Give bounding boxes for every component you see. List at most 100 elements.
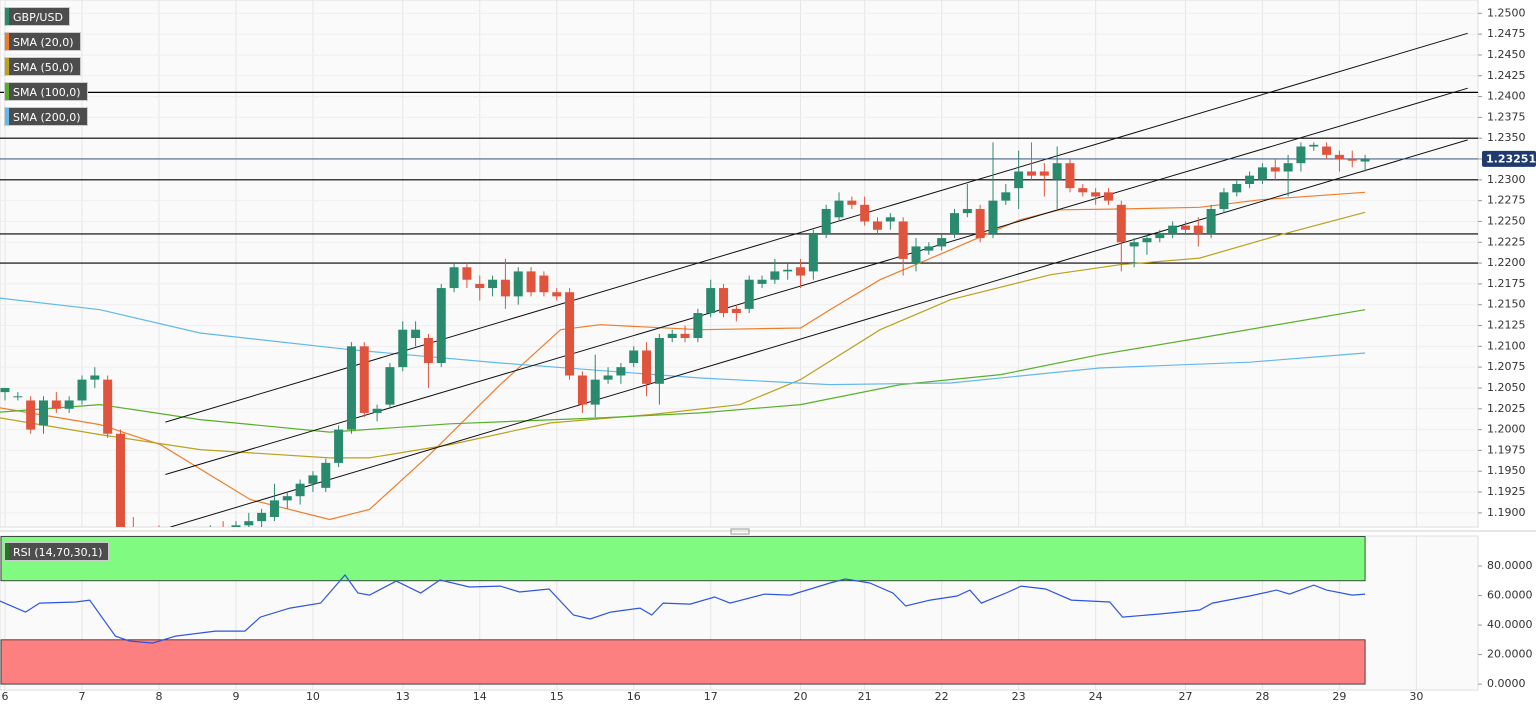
candle-body xyxy=(731,308,741,314)
legend-text: SMA (20,0) xyxy=(13,36,74,49)
candle-body xyxy=(385,367,395,405)
candle-body xyxy=(911,246,921,264)
candle-body xyxy=(873,221,883,230)
candle-body xyxy=(1155,233,1165,239)
x-tick-label: 21 xyxy=(858,690,872,703)
sma-line xyxy=(0,309,1366,433)
y-tick-label: 1.1925 xyxy=(1487,485,1526,498)
candle-body xyxy=(654,338,664,384)
candle-body xyxy=(821,208,831,234)
candle-body xyxy=(1193,225,1203,234)
x-tick-label: 23 xyxy=(1012,690,1026,703)
candle-body xyxy=(359,346,369,413)
last-price-box xyxy=(1482,150,1536,167)
y-tick-label: 1.1975 xyxy=(1487,443,1526,456)
candle-body xyxy=(257,512,267,522)
x-tick-label: 20 xyxy=(794,690,808,703)
candle-body xyxy=(770,271,780,280)
y-tick-label: 1.2100 xyxy=(1487,339,1526,352)
candle-body xyxy=(1065,163,1075,189)
candle-body xyxy=(898,221,908,259)
candle-body xyxy=(924,246,934,251)
channel-line xyxy=(165,32,1468,423)
candle-body xyxy=(0,387,10,393)
candle-body xyxy=(411,329,421,339)
legend-item[interactable]: SMA (20,0) xyxy=(4,32,81,51)
rsi-line xyxy=(0,574,1366,644)
candle-body xyxy=(937,238,947,247)
candle-body xyxy=(1026,171,1036,176)
candle-body xyxy=(115,433,125,527)
legend-text: SMA (100,0) xyxy=(13,86,81,99)
legend-text: SMA (50,0) xyxy=(13,61,74,74)
candle-body xyxy=(1142,238,1152,243)
candle-body xyxy=(1257,167,1267,180)
legend-item[interactable]: SMA (200,0) xyxy=(4,107,88,126)
candle-body xyxy=(1322,146,1332,155)
resize-handle[interactable] xyxy=(730,528,750,535)
candle-body xyxy=(398,329,408,368)
x-tick-label: 13 xyxy=(396,690,410,703)
x-tick-label: 28 xyxy=(1255,690,1269,703)
candle-body xyxy=(667,333,677,339)
legend-swatch xyxy=(5,83,9,100)
legend-swatch xyxy=(5,58,9,75)
candle-body xyxy=(449,267,459,289)
candle-body xyxy=(244,521,254,526)
y-tick-label: 1.2225 xyxy=(1487,235,1526,248)
candle-body xyxy=(1360,159,1370,162)
legend-text: SMA (200,0) xyxy=(13,111,81,124)
candle-body xyxy=(552,292,562,297)
candle-body xyxy=(783,269,793,272)
candle-body xyxy=(334,429,344,463)
rsi-zone xyxy=(0,536,1366,582)
candle-body xyxy=(975,208,985,239)
candle-body xyxy=(51,400,61,409)
legend-swatch xyxy=(5,8,9,25)
y-tick-label: 1.2350 xyxy=(1487,131,1526,144)
candle-body xyxy=(1347,159,1357,161)
x-tick-label: 16 xyxy=(627,690,641,703)
candle-body xyxy=(719,288,729,314)
candle-body xyxy=(1334,154,1344,160)
legend-item[interactable]: SMA (100,0) xyxy=(4,82,88,101)
symbol-label[interactable]: GBP/USD xyxy=(4,7,70,26)
candle-body xyxy=(231,525,241,527)
y-tick-label: 0.0000 xyxy=(1487,677,1526,690)
indicator-label[interactable]: RSI (14,70,30,1) xyxy=(4,542,110,561)
y-tick-label: 1.2450 xyxy=(1487,48,1526,61)
sma-line xyxy=(0,211,1366,459)
candle-body xyxy=(796,267,806,276)
candle-body xyxy=(590,379,600,405)
candle-body xyxy=(282,496,292,501)
channel-line xyxy=(165,87,1468,475)
legend-text: GBP/USD xyxy=(13,11,63,24)
y-tick-label: 60.0000 xyxy=(1487,589,1533,602)
y-tick-label: 1.2300 xyxy=(1487,173,1526,186)
y-tick-label: 1.2500 xyxy=(1487,6,1526,19)
candle-body xyxy=(962,208,972,214)
channel-line xyxy=(170,139,1468,527)
x-tick-label: 10 xyxy=(306,690,320,703)
y-tick-label: 1.2200 xyxy=(1487,256,1526,269)
candle-body xyxy=(295,483,305,497)
y-tick-label: 1.2125 xyxy=(1487,319,1526,332)
x-tick-label: 22 xyxy=(935,690,949,703)
x-tick-label: 15 xyxy=(550,690,564,703)
last-price-label: 1.23251 xyxy=(1486,152,1536,165)
y-tick-label: 1.2150 xyxy=(1487,298,1526,311)
x-tick-label: 27 xyxy=(1178,690,1192,703)
x-tick-label: 30 xyxy=(1409,690,1423,703)
candle-body xyxy=(13,396,23,398)
candle-body xyxy=(834,200,844,218)
candle-body xyxy=(308,475,318,484)
legend-item[interactable]: SMA (50,0) xyxy=(4,57,81,76)
candle-body xyxy=(436,288,446,363)
candle-body xyxy=(462,267,472,280)
candle-body xyxy=(346,346,356,430)
candle-body xyxy=(1309,144,1319,147)
candle-body xyxy=(475,283,485,289)
candle-body xyxy=(1116,204,1126,243)
y-tick-label: 1.2025 xyxy=(1487,402,1526,415)
